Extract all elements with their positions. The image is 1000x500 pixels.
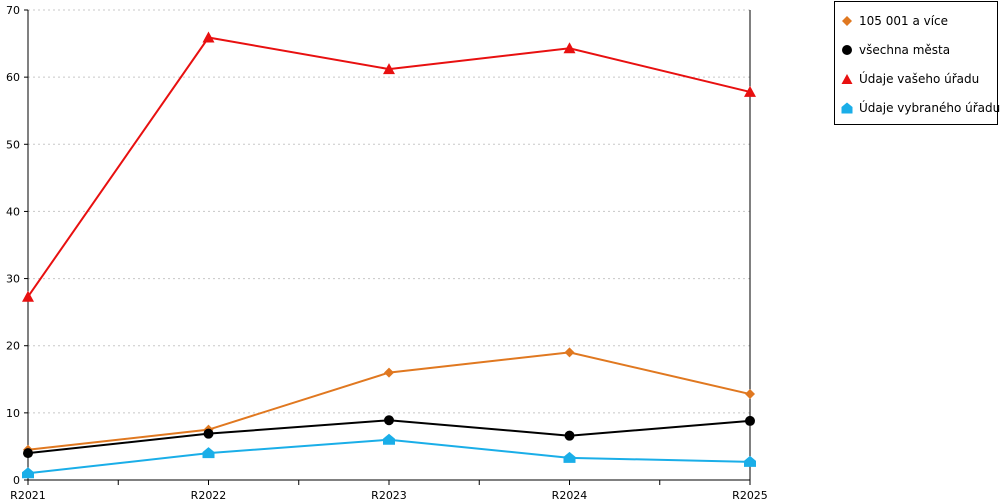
data-point (23, 448, 33, 459)
data-point (22, 290, 34, 302)
series-1 (23, 415, 755, 459)
house-marker-icon (841, 102, 853, 114)
axes (24, 9, 751, 485)
x-tick-label: R2025 (732, 489, 768, 500)
x-tick-label: R2021 (10, 489, 46, 500)
series-2 (22, 31, 756, 302)
x-tick-label: R2022 (191, 489, 227, 500)
y-tick-label: 10 (6, 407, 20, 420)
circle-marker-icon (842, 45, 852, 55)
y-tick-label: 70 (6, 4, 20, 17)
y-tick-label: 0 (13, 474, 20, 487)
legend-item-vaseho-uradu: Údaje vašeho úřadu (841, 71, 979, 87)
data-point (384, 367, 394, 378)
data-point (202, 31, 215, 43)
legend-label: 105 001 a více (859, 14, 949, 28)
data-point (744, 85, 756, 97)
series-lines (22, 31, 756, 479)
data-point (564, 430, 575, 441)
data-point (202, 447, 215, 459)
legend-item-vybraneho-uradu: Údaje vybraného úřadu (841, 100, 1000, 116)
data-point (563, 42, 576, 54)
series-3 (22, 433, 756, 479)
y-tick-label: 50 (6, 138, 20, 151)
data-point (564, 347, 575, 358)
y-tick-label: 60 (6, 71, 20, 84)
triangle-marker-icon (841, 74, 853, 84)
data-point (383, 433, 395, 445)
data-point (22, 467, 34, 479)
legend-label: Údaje vybraného úřadu (859, 101, 1000, 115)
y-tick-label: 20 (6, 340, 20, 353)
legend: 105 001 a více všechna města Údaje vašeh… (834, 1, 1000, 125)
data-point (745, 415, 755, 426)
series-line (27, 438, 751, 475)
x-tick-label: R2023 (371, 489, 407, 500)
legend-label: Údaje vašeho úřadu (859, 72, 980, 86)
data-point (383, 63, 395, 75)
series-line (27, 36, 751, 298)
legend-item-vsechna-mesta: všechna města (841, 42, 950, 58)
tick-labels: 0 10 20 30 40 50 60 70 R2021 R2022 R2023 R2024 R2025 (6, 4, 768, 500)
legend-item-105001: 105 001 a více (841, 13, 948, 29)
data-point (744, 455, 756, 467)
data-point (384, 415, 394, 426)
legend-label: všechna města (859, 43, 951, 57)
diamond-marker-icon (842, 16, 852, 26)
data-point (203, 428, 214, 439)
y-tick-label: 40 (6, 205, 20, 218)
y-tick-label: 30 (6, 273, 20, 286)
gridlines (28, 9, 750, 414)
data-point (745, 389, 755, 400)
data-point (563, 451, 576, 463)
x-tick-label: R2024 (552, 489, 588, 500)
